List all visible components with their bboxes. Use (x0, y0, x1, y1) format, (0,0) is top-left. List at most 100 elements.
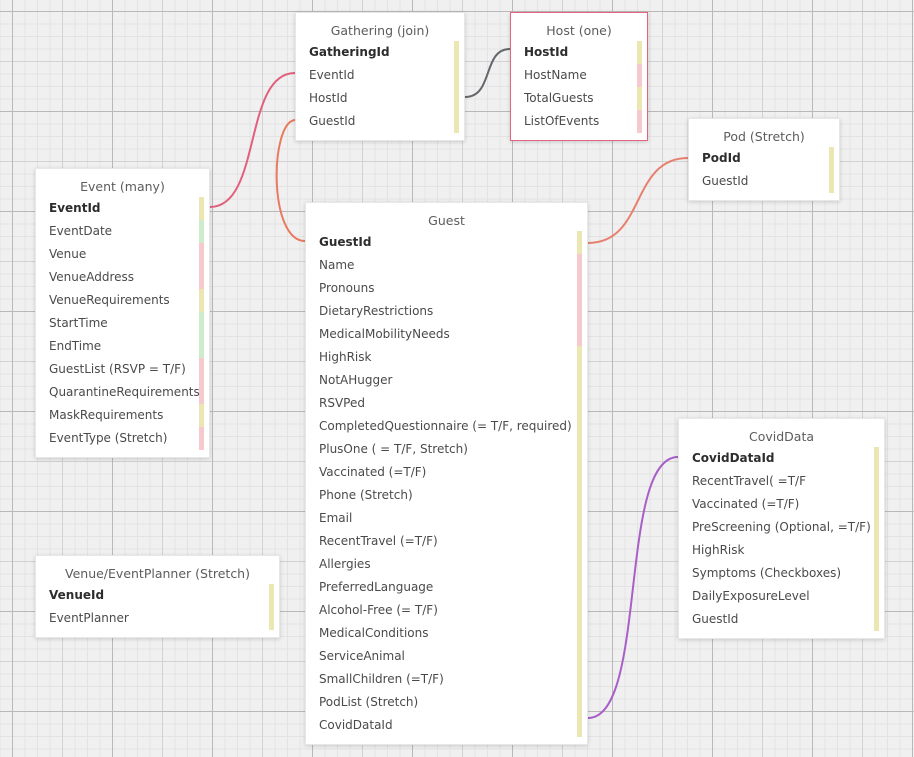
table-event[interactable]: Event (many) EventId EventDate Venue VenueAd… (35, 168, 210, 458)
field-event-endtime[interactable]: EndTime (36, 335, 209, 358)
field-guest-coviddataid[interactable]: CovidDataId (306, 714, 587, 737)
field-coviddata-coviddataid[interactable]: CovidDataId (679, 447, 884, 470)
field-label: HostId (524, 45, 569, 59)
field-type-bar (454, 64, 459, 87)
field-coviddata-symptoms-checkboxes[interactable]: Symptoms (Checkboxes) (679, 562, 884, 585)
field-event-venueaddress[interactable]: VenueAddress (36, 266, 209, 289)
field-label: Venue (49, 247, 87, 261)
field-event-venue[interactable]: Venue (36, 243, 209, 266)
field-venue-eventplanner-eventplanner[interactable]: EventPlanner (36, 607, 279, 630)
table-pod[interactable]: Pod (Stretch) PodId GuestId (688, 118, 840, 201)
rel-guest-pod[interactable] (587, 157, 689, 244)
field-guest-highrisk[interactable]: HighRisk (306, 346, 587, 369)
field-gathering-hostid[interactable]: HostId (296, 87, 464, 110)
field-type-bar (874, 539, 879, 562)
field-guest-guestid[interactable]: GuestId (306, 231, 587, 254)
field-label: Alcohol-Free (= T/F) (319, 603, 438, 617)
field-type-bar (577, 622, 582, 645)
field-label: ListOfEvents (524, 114, 600, 128)
field-guest-name[interactable]: Name (306, 254, 587, 277)
field-label: MaskRequirements (49, 408, 164, 422)
field-label: HostId (309, 91, 348, 105)
field-type-bar (454, 41, 459, 64)
rel-gathering-guest[interactable] (275, 119, 306, 242)
table-venue-eventplanner[interactable]: Venue/EventPlanner (Stretch) VenueId Event… (35, 555, 280, 638)
field-guest-medicalmobilityneeds[interactable]: MedicalMobilityNeeds (306, 323, 587, 346)
field-guest-podlist-stretch[interactable]: PodList (Stretch) (306, 691, 587, 714)
field-guest-dietaryrestrictions[interactable]: DietaryRestrictions (306, 300, 587, 323)
field-guest-pronouns[interactable]: Pronouns (306, 277, 587, 300)
field-event-quarantinerequirements[interactable]: QuarantineRequirements (36, 381, 209, 404)
field-event-venuerequirements[interactable]: VenueRequirements (36, 289, 209, 312)
field-gathering-gatheringid[interactable]: GatheringId (296, 41, 464, 64)
field-guest-serviceanimal[interactable]: ServiceAnimal (306, 645, 587, 668)
field-guest-allergies[interactable]: Allergies (306, 553, 587, 576)
field-coviddata-prescreening-optional-t-f[interactable]: PreScreening (Optional, =T/F) (679, 516, 884, 539)
field-type-bar (874, 608, 879, 631)
field-label: EventId (49, 201, 101, 215)
field-type-bar (577, 691, 582, 714)
field-guest-preferredlanguage[interactable]: PreferredLanguage (306, 576, 587, 599)
field-label: ServiceAnimal (319, 649, 405, 663)
table-host[interactable]: Host (one) HostId HostName TotalGuests ListO… (510, 12, 648, 141)
table-gathering[interactable]: Gathering (join) GatheringId EventId HostId… (295, 12, 465, 141)
field-host-hostname[interactable]: HostName (511, 64, 647, 87)
field-host-hostid[interactable]: HostId (511, 41, 647, 64)
field-label: EventType (Stretch) (49, 431, 168, 445)
field-label: PreferredLanguage (319, 580, 434, 594)
field-event-eventid[interactable]: EventId (36, 197, 209, 220)
field-label: Symptoms (Checkboxes) (692, 566, 842, 580)
field-venue-eventplanner-venueid[interactable]: VenueId (36, 584, 279, 607)
field-coviddata-dailyexposurelevel[interactable]: DailyExposureLevel (679, 585, 884, 608)
field-type-bar (577, 346, 582, 369)
field-guest-rsvped[interactable]: RSVPed (306, 392, 587, 415)
field-label: RecentTravel( =T/F (692, 474, 806, 488)
field-event-guestlist-rsvp-t-f[interactable]: GuestList (RSVP = T/F) (36, 358, 209, 381)
field-label: PreScreening (Optional, =T/F) (692, 520, 871, 534)
field-gathering-guestid[interactable]: GuestId (296, 110, 464, 133)
field-type-bar (637, 41, 642, 64)
field-coviddata-guestid[interactable]: GuestId (679, 608, 884, 631)
field-label: MedicalConditions (319, 626, 429, 640)
field-host-listofevents[interactable]: ListOfEvents (511, 110, 647, 133)
field-event-maskrequirements[interactable]: MaskRequirements (36, 404, 209, 427)
rel-gathering-host[interactable] (464, 48, 511, 98)
field-label: RecentTravel (=T/F) (319, 534, 438, 548)
field-label: GuestId (309, 114, 356, 128)
field-label: NotAHugger (319, 373, 393, 387)
field-label: HostName (524, 68, 587, 82)
field-guest-email[interactable]: Email (306, 507, 587, 530)
table-guest[interactable]: Guest GuestId Name Pronouns DietaryRestricti… (305, 202, 588, 745)
field-guest-alcohol-free-t-f[interactable]: Alcohol-Free (= T/F) (306, 599, 587, 622)
field-guest-plusone-t-f-stretch[interactable]: PlusOne ( = T/F, Stretch) (306, 438, 587, 461)
field-guest-recenttravel-t-f[interactable]: RecentTravel (=T/F) (306, 530, 587, 553)
field-coviddata-highrisk[interactable]: HighRisk (679, 539, 884, 562)
field-type-bar (269, 607, 274, 630)
field-label: GuestList (RSVP = T/F) (49, 362, 186, 376)
field-type-bar (199, 197, 204, 220)
table-coviddata[interactable]: CovidData CovidDataId RecentTravel( =T/F Va… (678, 418, 885, 639)
field-host-totalguests[interactable]: TotalGuests (511, 87, 647, 110)
field-guest-completedquestionnaire-t-f-required[interactable]: CompletedQuestionnaire (= T/F, required) (306, 415, 587, 438)
field-coviddata-recenttravel-t-f[interactable]: RecentTravel( =T/F (679, 470, 884, 493)
field-gathering-eventid[interactable]: EventId (296, 64, 464, 87)
field-pod-guestid[interactable]: GuestId (689, 170, 839, 193)
field-guest-medicalconditions[interactable]: MedicalConditions (306, 622, 587, 645)
field-guest-phone-stretch[interactable]: Phone (Stretch) (306, 484, 587, 507)
field-type-bar (577, 392, 582, 415)
field-guest-smallchildren-t-f[interactable]: SmallChildren (=T/F) (306, 668, 587, 691)
field-type-bar (199, 312, 204, 335)
field-label: StartTime (49, 316, 108, 330)
field-event-starttime[interactable]: StartTime (36, 312, 209, 335)
field-coviddata-vaccinated-t-f[interactable]: Vaccinated (=T/F) (679, 493, 884, 516)
rel-event-gathering[interactable] (209, 72, 296, 208)
field-guest-vaccinated-t-f[interactable]: Vaccinated (=T/F) (306, 461, 587, 484)
field-event-eventtype-stretch[interactable]: EventType (Stretch) (36, 427, 209, 450)
field-label: EventId (309, 68, 355, 82)
field-pod-podid[interactable]: PodId (689, 147, 839, 170)
rel-guest-coviddata[interactable] (587, 456, 679, 719)
field-type-bar (269, 584, 274, 607)
field-guest-notahugger[interactable]: NotAHugger (306, 369, 587, 392)
field-event-eventdate[interactable]: EventDate (36, 220, 209, 243)
field-label: Allergies (319, 557, 371, 571)
